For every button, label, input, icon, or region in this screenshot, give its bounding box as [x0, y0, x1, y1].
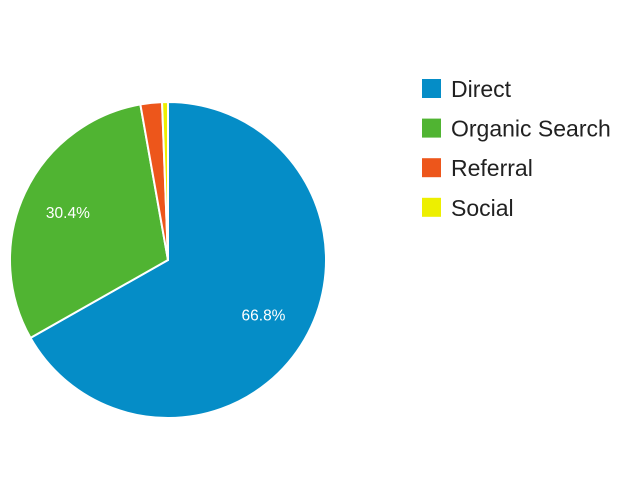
legend-label-social: Social	[451, 195, 514, 221]
pie-slice-organic-search[interactable]	[9, 103, 169, 339]
legend-swatch-direct	[422, 79, 441, 98]
pie-slice-social[interactable]	[161, 100, 169, 261]
legend-swatch-organic-search	[422, 118, 441, 138]
slice-label-organic-search: 30.4%	[46, 205, 90, 222]
legend-swatch-referral	[422, 158, 441, 178]
slice-label-direct: 66.8%	[242, 308, 286, 325]
pie-slice-direct[interactable]	[29, 101, 327, 419]
pie-slices	[9, 100, 327, 419]
legend-item-referral[interactable]: Referral	[422, 155, 533, 181]
legend-item-social[interactable]: Social	[422, 195, 514, 221]
legend-label-organic-search: Organic Search	[451, 116, 611, 142]
pie-slice-labels: 66.8% 30.4%	[46, 205, 286, 325]
legend: Direct Organic Search Referral Social	[422, 76, 611, 221]
legend-label-referral: Referral	[451, 155, 533, 181]
legend-item-organic-search[interactable]: Organic Search	[422, 116, 611, 142]
legend-swatch-social	[422, 197, 441, 217]
legend-label-direct: Direct	[451, 76, 512, 102]
legend-item-direct[interactable]: Direct	[422, 76, 512, 102]
